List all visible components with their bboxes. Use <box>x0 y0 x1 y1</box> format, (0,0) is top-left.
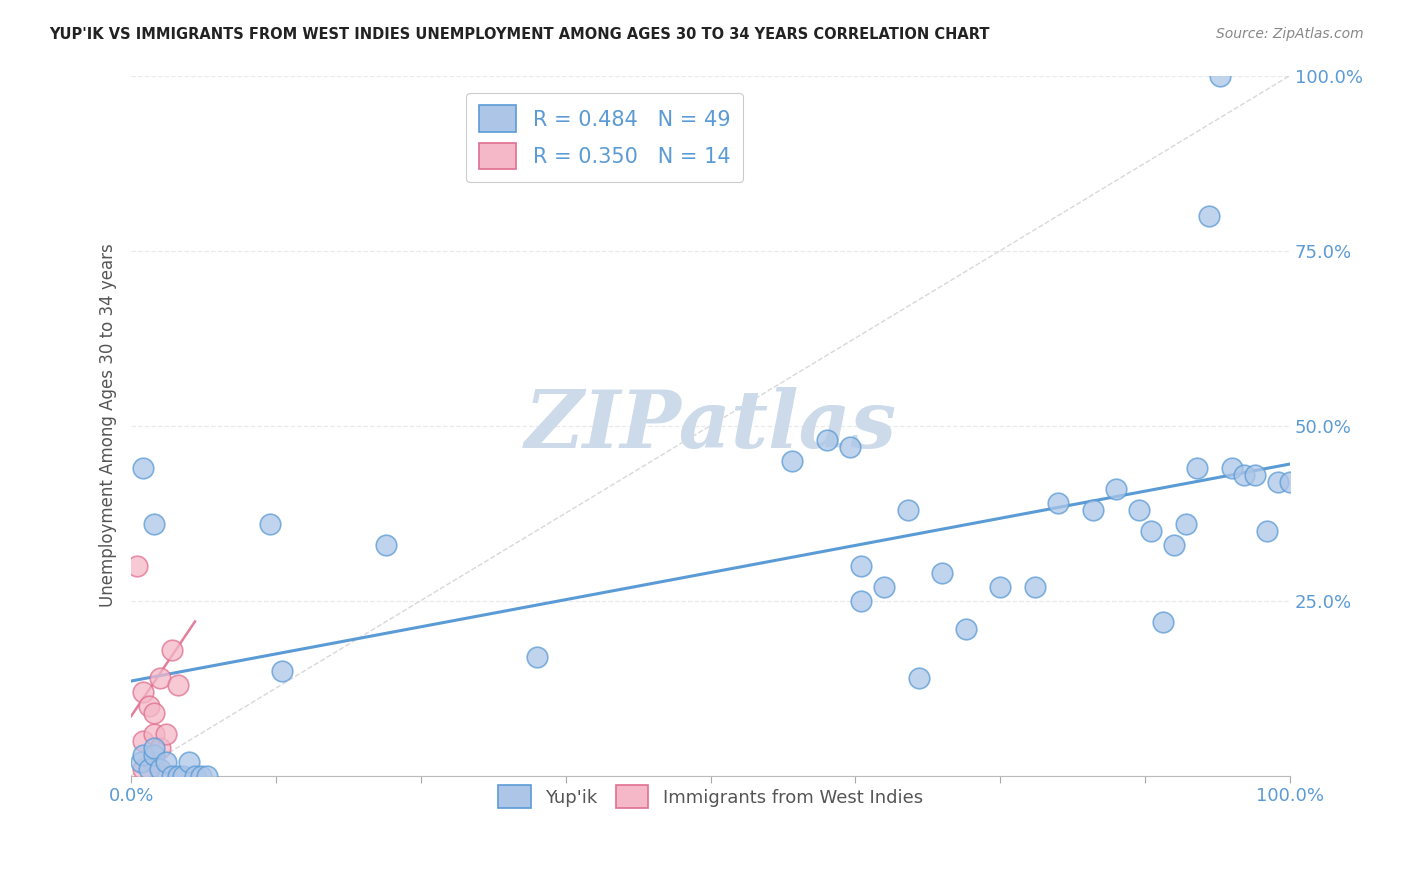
Point <box>143 747 166 762</box>
Point <box>160 642 183 657</box>
Point <box>908 671 931 685</box>
Point <box>1174 516 1197 531</box>
Point <box>1152 615 1174 629</box>
Point <box>155 768 177 782</box>
Point <box>190 768 212 782</box>
Point <box>1198 209 1220 223</box>
Point <box>179 755 201 769</box>
Point <box>851 558 873 573</box>
Point <box>1140 524 1163 538</box>
Point <box>143 516 166 531</box>
Point <box>838 440 860 454</box>
Point <box>1128 502 1150 516</box>
Point <box>143 755 166 769</box>
Point <box>1024 580 1046 594</box>
Point <box>1081 502 1104 516</box>
Point <box>259 516 281 531</box>
Point <box>143 726 166 740</box>
Y-axis label: Unemployment Among Ages 30 to 34 years: Unemployment Among Ages 30 to 34 years <box>100 244 117 607</box>
Text: ZIPatlas: ZIPatlas <box>524 387 897 464</box>
Point <box>955 622 977 636</box>
Point <box>149 740 172 755</box>
Point <box>897 502 920 516</box>
Point <box>132 747 155 762</box>
Point <box>1256 524 1278 538</box>
Point <box>149 762 172 776</box>
Point <box>1233 467 1256 482</box>
Point <box>931 566 953 580</box>
Point <box>143 740 166 755</box>
Text: YUP'IK VS IMMIGRANTS FROM WEST INDIES UNEMPLOYMENT AMONG AGES 30 TO 34 YEARS COR: YUP'IK VS IMMIGRANTS FROM WEST INDIES UN… <box>49 27 990 42</box>
Point <box>873 580 896 594</box>
Point <box>172 768 194 782</box>
Point <box>138 762 160 776</box>
Point <box>132 684 155 698</box>
Point <box>1267 475 1289 489</box>
Text: Source: ZipAtlas.com: Source: ZipAtlas.com <box>1216 27 1364 41</box>
Point <box>851 593 873 607</box>
Point <box>166 677 188 691</box>
Point <box>526 649 548 664</box>
Point <box>988 580 1011 594</box>
Point <box>1047 495 1070 509</box>
Point <box>143 706 166 720</box>
Point <box>195 768 218 782</box>
Point <box>132 460 155 475</box>
Point <box>132 733 155 747</box>
Point <box>132 762 155 776</box>
Point <box>155 755 177 769</box>
Point <box>149 671 172 685</box>
Legend: Yup'ik, Immigrants from West Indies: Yup'ik, Immigrants from West Indies <box>491 778 929 815</box>
Point <box>125 558 148 573</box>
Point <box>1244 467 1267 482</box>
Point <box>375 537 398 551</box>
Point <box>138 698 160 713</box>
Point <box>1220 460 1243 475</box>
Point <box>1209 69 1232 83</box>
Point <box>780 453 803 467</box>
Point <box>160 768 183 782</box>
Point <box>129 755 152 769</box>
Point <box>166 768 188 782</box>
Point <box>1105 482 1128 496</box>
Point <box>155 726 177 740</box>
Point <box>270 664 292 678</box>
Point <box>1279 475 1302 489</box>
Point <box>1163 537 1185 551</box>
Point <box>1187 460 1209 475</box>
Point <box>184 768 207 782</box>
Point <box>815 433 838 447</box>
